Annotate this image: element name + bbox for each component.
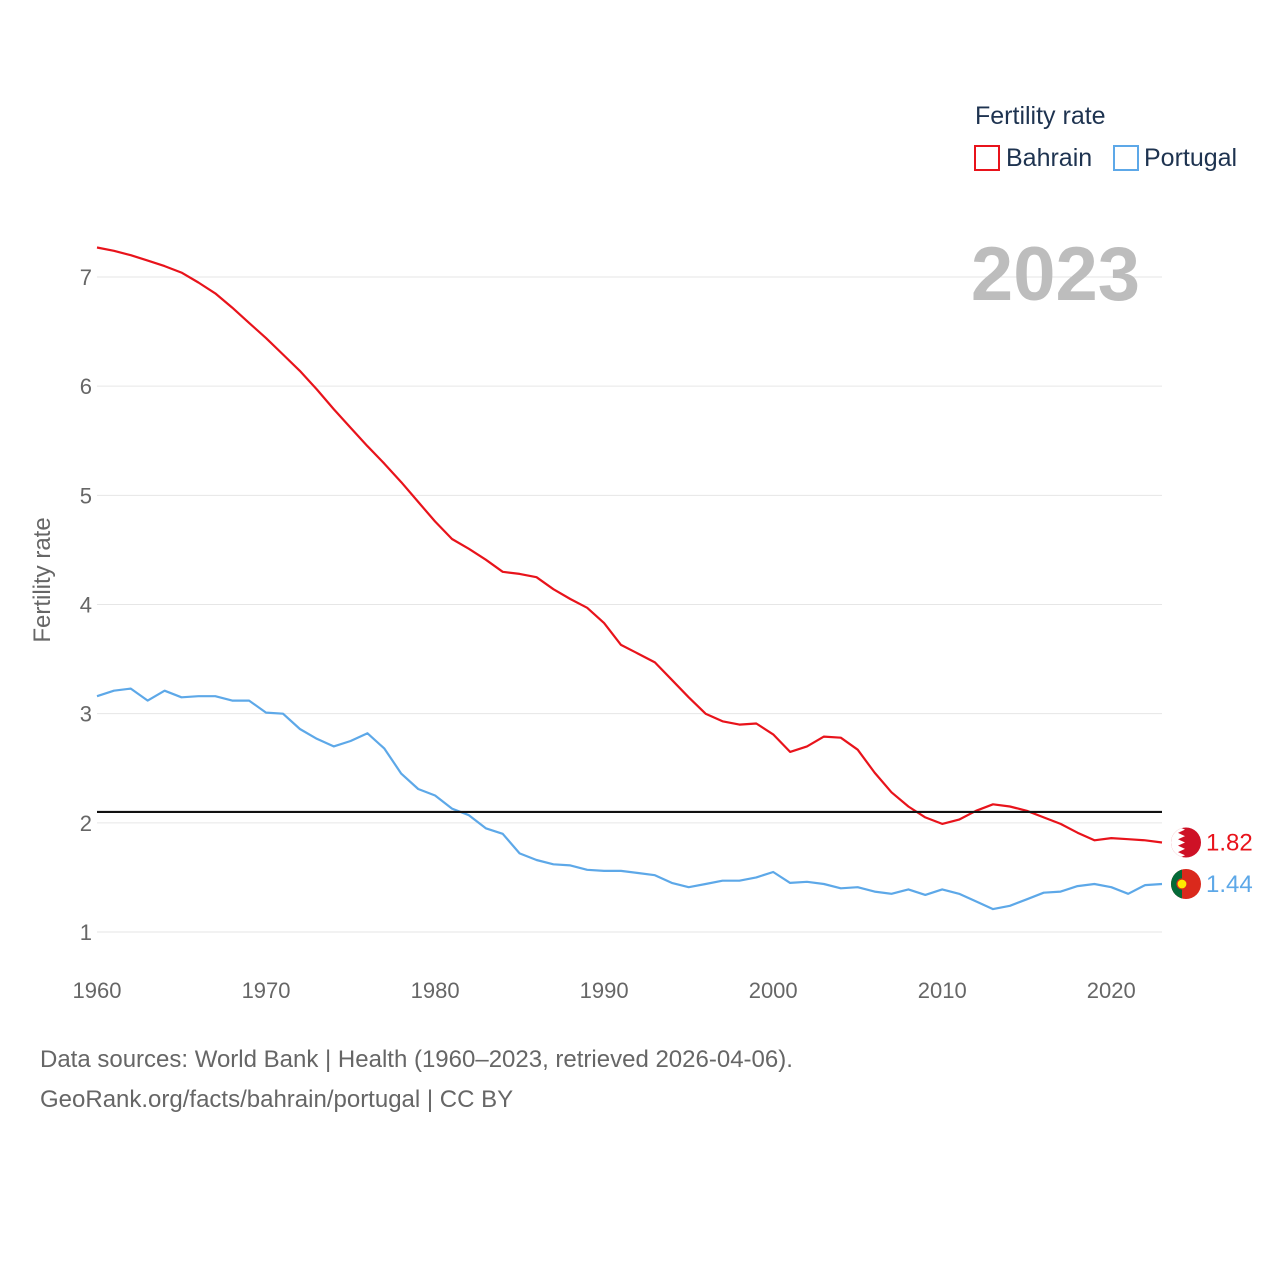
y-tick-label: 7	[80, 265, 92, 290]
y-tick-label: 6	[80, 374, 92, 399]
x-tick-label: 1990	[580, 978, 629, 1003]
x-axis-ticks: 1960 1970 1980 1990 2000 2010 2020	[73, 978, 1136, 1003]
x-tick-label: 1960	[73, 978, 122, 1003]
y-tick-label: 2	[80, 811, 92, 836]
y-tick-label: 5	[80, 483, 92, 508]
portugal-end-label: 1.44	[1206, 871, 1253, 898]
portugal-flag-icon	[1171, 868, 1201, 899]
gridlines	[97, 276, 1162, 933]
source-line: Data sources: World Bank | Health (1960–…	[40, 1046, 793, 1073]
bahrain-end-label: 1.82	[1206, 829, 1253, 856]
x-tick-label: 2020	[1087, 978, 1136, 1003]
legend-swatch-bahrain[interactable]	[974, 145, 1000, 171]
series-end-markers: 1.82 1.44	[1171, 827, 1253, 899]
year-label: 2023	[971, 232, 1140, 317]
y-axis-title: Fertility rate	[29, 517, 56, 642]
y-axis-ticks: 1 2 3 4 5 6 7	[80, 265, 92, 945]
legend-swatch-portugal[interactable]	[1113, 145, 1139, 171]
legend-label-portugal[interactable]: Portugal	[1144, 144, 1237, 172]
x-tick-label: 2000	[749, 978, 798, 1003]
y-tick-label: 3	[80, 702, 92, 727]
y-tick-label: 4	[80, 593, 92, 618]
source-footer: Data sources: World Bank | Health (1960–…	[40, 1040, 793, 1120]
y-tick-label: 1	[80, 920, 92, 945]
x-tick-label: 1970	[242, 978, 291, 1003]
series-line-portugal[interactable]	[96, 687, 1163, 911]
credit-line[interactable]: GeoRank.org/facts/bahrain/portugal | CC …	[40, 1086, 514, 1113]
x-tick-label: 1980	[411, 978, 460, 1003]
legend-label-bahrain[interactable]: Bahrain	[1006, 144, 1092, 172]
legend: Fertility rate Bahrain Portugal	[974, 102, 1237, 172]
bahrain-flag-icon	[1171, 827, 1201, 858]
x-tick-label: 2010	[918, 978, 967, 1003]
series-lines	[96, 246, 1163, 911]
legend-title: Fertility rate	[975, 102, 1106, 130]
series-line-bahrain[interactable]	[96, 246, 1163, 844]
